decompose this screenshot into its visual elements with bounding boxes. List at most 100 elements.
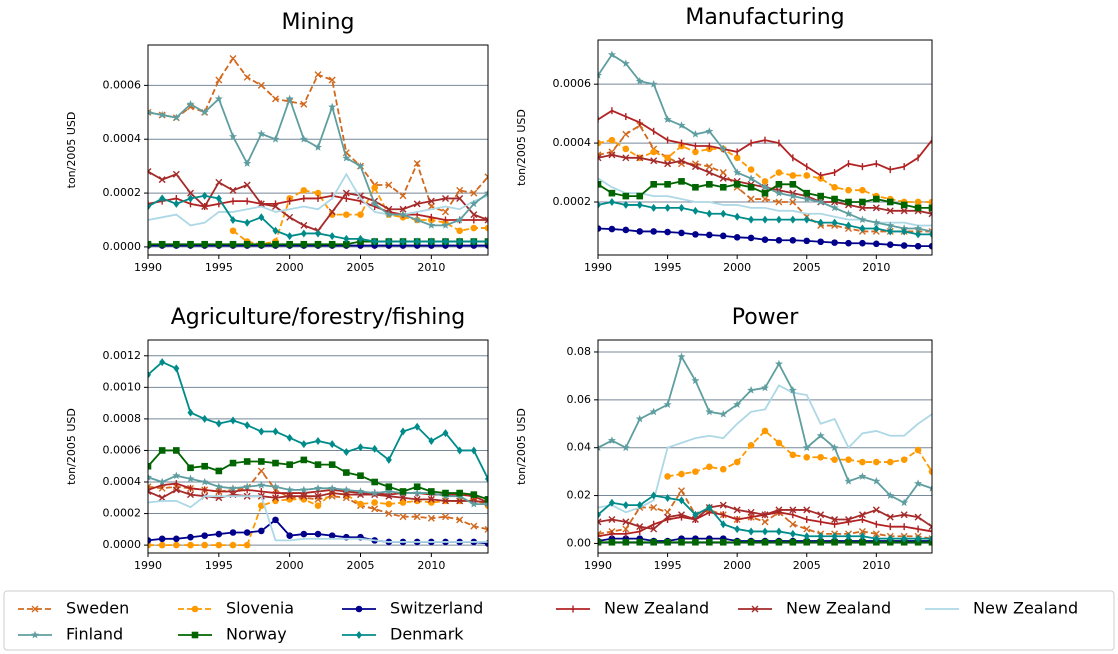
marker bbox=[328, 532, 336, 539]
marker bbox=[873, 534, 880, 543]
marker bbox=[285, 94, 294, 103]
marker bbox=[789, 529, 796, 538]
marker bbox=[201, 532, 208, 539]
marker bbox=[456, 194, 464, 202]
marker bbox=[775, 215, 782, 224]
marker bbox=[187, 240, 194, 248]
marker bbox=[607, 50, 616, 59]
y-tick-label: 0.02 bbox=[567, 489, 592, 502]
marker bbox=[719, 409, 728, 418]
marker bbox=[158, 541, 166, 549]
marker bbox=[664, 154, 671, 162]
marker bbox=[900, 207, 908, 215]
marker bbox=[201, 203, 209, 211]
marker bbox=[705, 169, 713, 177]
marker bbox=[663, 400, 672, 409]
marker bbox=[734, 212, 741, 221]
marker bbox=[428, 237, 435, 246]
marker bbox=[158, 477, 167, 486]
marker bbox=[803, 538, 811, 546]
marker bbox=[230, 216, 236, 224]
marker bbox=[733, 506, 741, 514]
marker bbox=[314, 189, 322, 197]
marker bbox=[692, 510, 699, 519]
marker bbox=[148, 168, 152, 176]
legend-label: Norway bbox=[226, 625, 287, 644]
y-tick-label: 0.0004 bbox=[103, 132, 142, 145]
marker bbox=[859, 224, 866, 233]
marker bbox=[299, 135, 308, 143]
marker bbox=[187, 189, 194, 197]
marker bbox=[622, 518, 630, 526]
marker bbox=[761, 518, 769, 526]
marker bbox=[803, 215, 810, 224]
plot-frame bbox=[597, 339, 933, 554]
marker bbox=[158, 535, 166, 543]
marker bbox=[747, 442, 755, 449]
marker bbox=[215, 541, 223, 549]
marker bbox=[598, 154, 602, 162]
marker bbox=[187, 541, 194, 549]
legend-label: Sweden bbox=[66, 599, 129, 618]
marker bbox=[691, 163, 699, 171]
marker bbox=[470, 446, 477, 455]
marker bbox=[803, 525, 811, 533]
y-tick-label: 0.0008 bbox=[103, 412, 142, 425]
marker bbox=[608, 151, 616, 159]
marker bbox=[385, 181, 393, 189]
marker bbox=[802, 194, 811, 203]
x-tick-label: 2005 bbox=[347, 559, 375, 572]
marker bbox=[315, 229, 321, 238]
marker bbox=[747, 234, 755, 242]
marker bbox=[608, 136, 616, 144]
marker bbox=[900, 498, 909, 507]
marker bbox=[692, 183, 699, 191]
marker bbox=[172, 486, 180, 494]
marker bbox=[413, 495, 421, 503]
marker bbox=[470, 522, 478, 530]
marker bbox=[747, 538, 755, 546]
marker bbox=[859, 538, 866, 546]
marker bbox=[356, 161, 365, 170]
marker bbox=[663, 115, 672, 123]
marker bbox=[172, 113, 181, 122]
marker bbox=[873, 458, 880, 466]
marker bbox=[384, 210, 393, 219]
marker bbox=[485, 237, 488, 246]
marker bbox=[384, 487, 393, 495]
marker bbox=[31, 605, 39, 613]
marker bbox=[200, 477, 209, 486]
marker bbox=[158, 176, 166, 184]
marker bbox=[845, 456, 852, 463]
marker bbox=[887, 534, 894, 543]
marker bbox=[148, 473, 152, 481]
y-tick-label: 0.0002 bbox=[103, 507, 142, 520]
series-line bbox=[148, 96, 488, 227]
marker bbox=[456, 227, 463, 235]
marker bbox=[608, 189, 616, 197]
marker bbox=[929, 230, 932, 239]
marker bbox=[286, 532, 293, 539]
marker bbox=[314, 530, 322, 538]
marker bbox=[664, 228, 671, 236]
marker bbox=[775, 198, 783, 206]
marker bbox=[831, 515, 839, 523]
marker bbox=[229, 54, 237, 62]
marker bbox=[817, 238, 824, 246]
plot-area bbox=[148, 54, 488, 249]
marker bbox=[428, 488, 435, 495]
marker bbox=[774, 359, 783, 368]
marker bbox=[719, 538, 727, 546]
y-axis-label: ton/2005 USD bbox=[65, 408, 78, 485]
marker bbox=[775, 236, 783, 244]
marker bbox=[678, 496, 685, 505]
series-line bbox=[148, 495, 488, 543]
marker bbox=[719, 183, 727, 191]
marker bbox=[300, 240, 308, 248]
marker bbox=[257, 467, 265, 475]
marker bbox=[720, 520, 727, 529]
y-tick-label: 0.0004 bbox=[103, 475, 142, 488]
marker bbox=[484, 216, 488, 224]
marker bbox=[607, 436, 616, 444]
marker bbox=[692, 538, 699, 546]
